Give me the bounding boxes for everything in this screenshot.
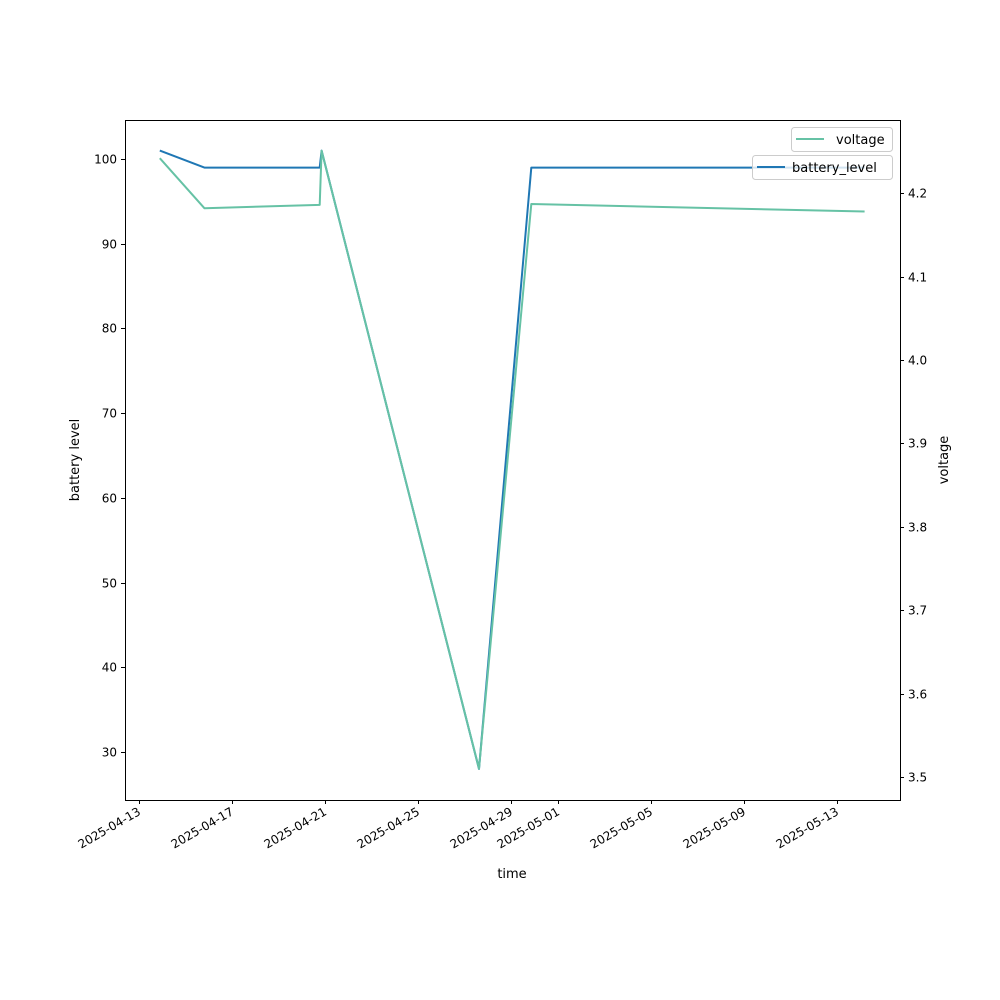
legend-voltage-label: voltage: [836, 133, 885, 148]
left-y-tick-label: 100: [94, 153, 117, 167]
left-y-tick-label: 80: [102, 322, 117, 336]
left-y-tick-label: 30: [102, 746, 117, 760]
left-y-tick-label: 40: [102, 661, 117, 675]
x-axis-label: time: [497, 867, 526, 882]
left-y-tick-label: 60: [102, 492, 117, 506]
legend-voltage: voltage: [791, 127, 893, 152]
plot-frame: [125, 120, 901, 801]
left-y-tick-label: 50: [102, 577, 117, 591]
right-y-tick-label: 3.8: [908, 521, 927, 535]
right-y-axis-label: voltage: [937, 436, 952, 485]
right-y-tick-label: 3.9: [908, 437, 927, 451]
right-y-tick-label: 3.6: [908, 688, 927, 702]
right-y-tick-label: 3.5: [908, 771, 927, 785]
legend-battery-level-label: battery_level: [792, 161, 877, 176]
left-y-tick-label: 70: [102, 407, 117, 421]
right-y-tick-label: 4.2: [908, 187, 927, 201]
right-y-tick-label: 4.0: [908, 354, 927, 368]
right-y-tick-label: 4.1: [908, 271, 927, 285]
left-y-tick-label: 90: [102, 238, 117, 252]
series-line-voltage: [159, 149, 865, 770]
left-y-axis-label: battery level: [68, 419, 83, 502]
right-y-tick-label: 3.7: [908, 604, 927, 618]
legend-battery-level: battery_level: [752, 155, 893, 180]
